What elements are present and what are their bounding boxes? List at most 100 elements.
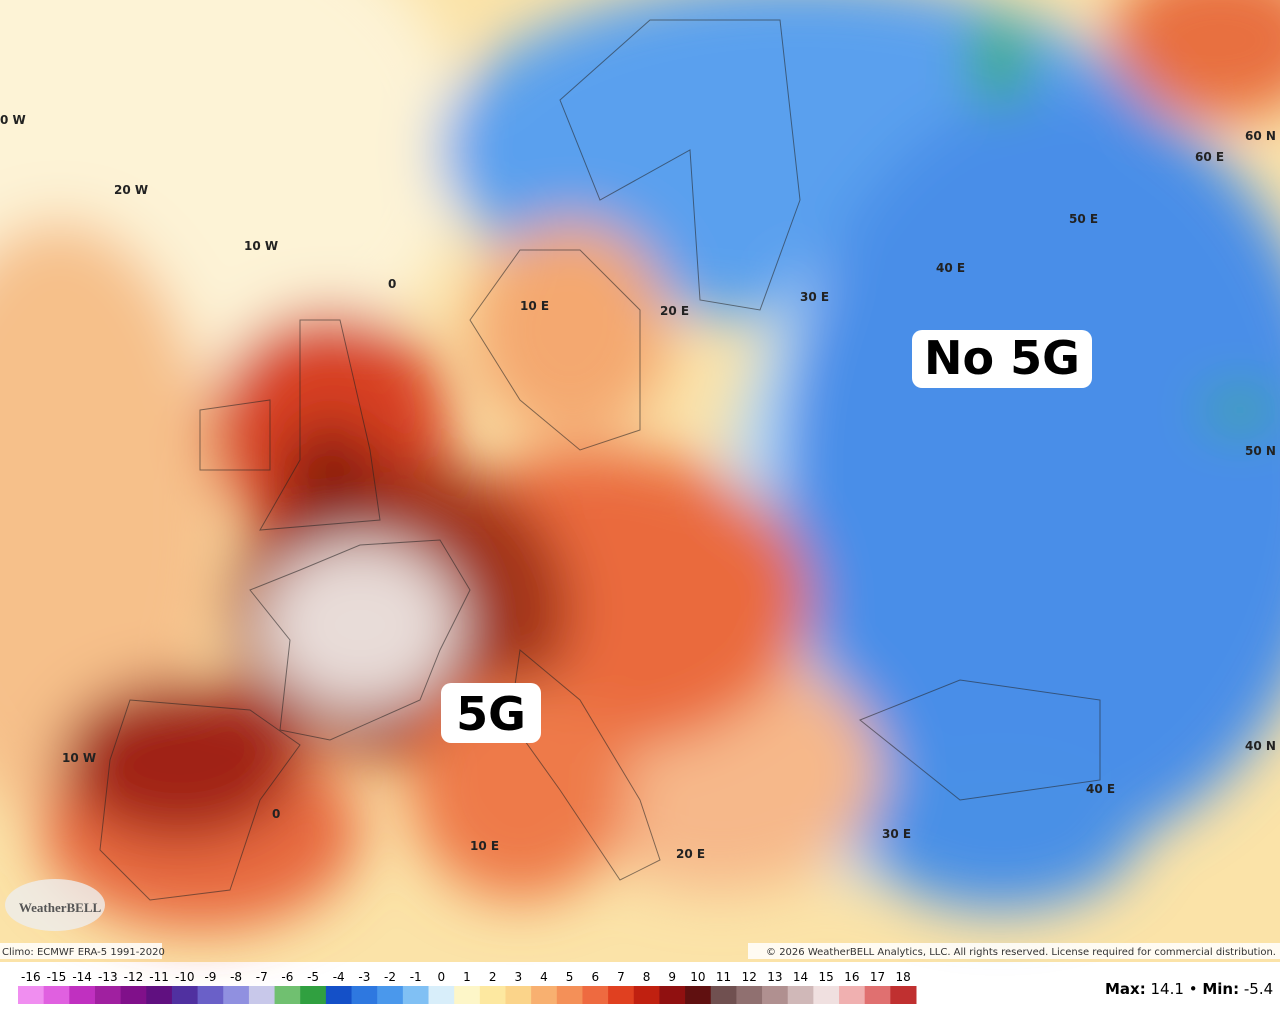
colorbar-segment (223, 986, 250, 1004)
colorbar-label: 18 (896, 970, 911, 984)
colorbar-label: 14 (793, 970, 808, 984)
colorbar-segment (120, 986, 147, 1004)
anomaly-blob (1205, 395, 1275, 425)
colorbar-segment (351, 986, 378, 1004)
colorbar-segment (69, 986, 96, 1004)
colorbar-label: -6 (281, 970, 293, 984)
colorbar-segment (428, 986, 455, 1004)
colorbar-segment (556, 986, 583, 1004)
colorbar-segment (43, 986, 70, 1004)
colorbar-label: -14 (72, 970, 92, 984)
grid-label: 10 E (520, 299, 549, 313)
colorbar-label: 5 (566, 970, 574, 984)
grid-label: 20 W (114, 183, 148, 197)
colorbar-segment (736, 986, 763, 1004)
colorbar-segment (300, 986, 327, 1004)
colorbar-segment (659, 986, 686, 1004)
annotation-box (441, 683, 541, 743)
anomaly-blob (0, 220, 220, 820)
colorbar-segment (685, 986, 712, 1004)
colorbar-label: -8 (230, 970, 242, 984)
grid-label: 0 (272, 807, 280, 821)
colorbar-label: 10 (690, 970, 705, 984)
max-label: Max: (1105, 980, 1146, 998)
grid-label: 40 N (1245, 739, 1276, 753)
colorbar-label: 7 (617, 970, 625, 984)
colorbar-label: -2 (384, 970, 396, 984)
colorbar-label: -16 (21, 970, 41, 984)
colorbar-segment (608, 986, 635, 1004)
grid-label: 20 E (660, 304, 689, 318)
logo: WeatherBELL (5, 879, 105, 931)
colorbar-label: -4 (333, 970, 345, 984)
min-value: -5.4 (1244, 980, 1273, 998)
colorbar-segment (18, 986, 45, 1004)
colorbar-segment (762, 986, 789, 1004)
colorbar-label: 9 (668, 970, 676, 984)
colorbar-label: -3 (358, 970, 370, 984)
colorbar-segment (146, 986, 173, 1004)
colorbar-label: 16 (844, 970, 859, 984)
colorbar-label: 3 (514, 970, 522, 984)
logo-text: WeatherBELL (19, 900, 102, 915)
grid-labels: 0 W 20 W 10 W 0 10 E 20 E 30 E 40 E 50 E 60 E 60 N… (0, 113, 1276, 861)
grid-label: 0 W (0, 113, 26, 127)
anomaly-blob (60, 680, 300, 840)
colorbar-label: 12 (742, 970, 757, 984)
anomaly-blob (780, 90, 1280, 850)
separator: • (1189, 980, 1198, 998)
colorbar-segment (248, 986, 276, 1004)
annotation-box (912, 330, 1092, 388)
colorbar-label: -1 (410, 970, 422, 984)
anomaly-blob (1110, 0, 1280, 120)
colorbar: -16 -15 -14 -13 -12 -11 -10 -9 -8 -7 -6 -5 -4 -3 -2 -1 0… (18, 970, 917, 1004)
colorbar-segment (325, 986, 353, 1004)
colorbar-segment (710, 986, 737, 1004)
grid-label: 50 N (1245, 444, 1276, 458)
annotation-no5g: No 5G (912, 330, 1092, 388)
borders (99, 19, 1101, 901)
grid-label: 0 (388, 277, 396, 291)
colorbar-label: -5 (307, 970, 319, 984)
annotation-text: 5G (456, 687, 526, 741)
annotation-text: No 5G (924, 331, 1080, 385)
grid-label: 40 E (1086, 782, 1115, 796)
colorbar-segment (402, 986, 430, 1004)
grid-label: 10 E (470, 839, 499, 853)
colorbar-segment (787, 986, 814, 1004)
colorbar-label: -9 (204, 970, 216, 984)
colorbar-segment (633, 986, 660, 1004)
copyright-text: © 2026 WeatherBELL Analytics, LLC. All r… (766, 947, 1276, 958)
colorbar-label: -13 (98, 970, 118, 984)
anomaly-blob (260, 540, 460, 710)
colorbar-label: 13 (767, 970, 782, 984)
colorbar-segment (94, 986, 122, 1004)
colorbar-label: 17 (870, 970, 885, 984)
max-value: 14.1 (1151, 980, 1184, 998)
climo-bg (0, 943, 162, 959)
colorbar-segment (582, 986, 609, 1004)
stats: Max: 14.1 • Min: -5.4 (1105, 980, 1273, 998)
colorbar-label: 6 (591, 970, 599, 984)
grid-label: 60 E (1195, 150, 1224, 164)
colorbar-segment (890, 986, 917, 1004)
anomaly-blob (975, 15, 1025, 105)
grid-label: 60 N (1245, 129, 1276, 143)
anomaly-blob (470, 220, 670, 440)
colorbar-label: -7 (256, 970, 268, 984)
colorbar-segment (197, 986, 224, 1004)
colorbar-segment (505, 986, 532, 1004)
climo-text: Climo: ECMWF ERA-5 1991-2020 (2, 947, 165, 958)
grid-label: 40 E (936, 261, 965, 275)
grid-label: 30 E (882, 827, 911, 841)
min-label: Min: (1202, 980, 1239, 998)
grid-label: 50 E (1069, 212, 1098, 226)
grid-label: 20 E (676, 847, 705, 861)
annotation-5g: 5G (441, 683, 541, 743)
colorbar-label: -15 (47, 970, 67, 984)
colorbar-label: -12 (124, 970, 144, 984)
colorbar-label: -11 (149, 970, 169, 984)
grid-label: 30 E (800, 290, 829, 304)
colorbar-segment (454, 986, 481, 1004)
stats-text: Max: 14.1 • Min: -5.4 (1105, 980, 1273, 998)
